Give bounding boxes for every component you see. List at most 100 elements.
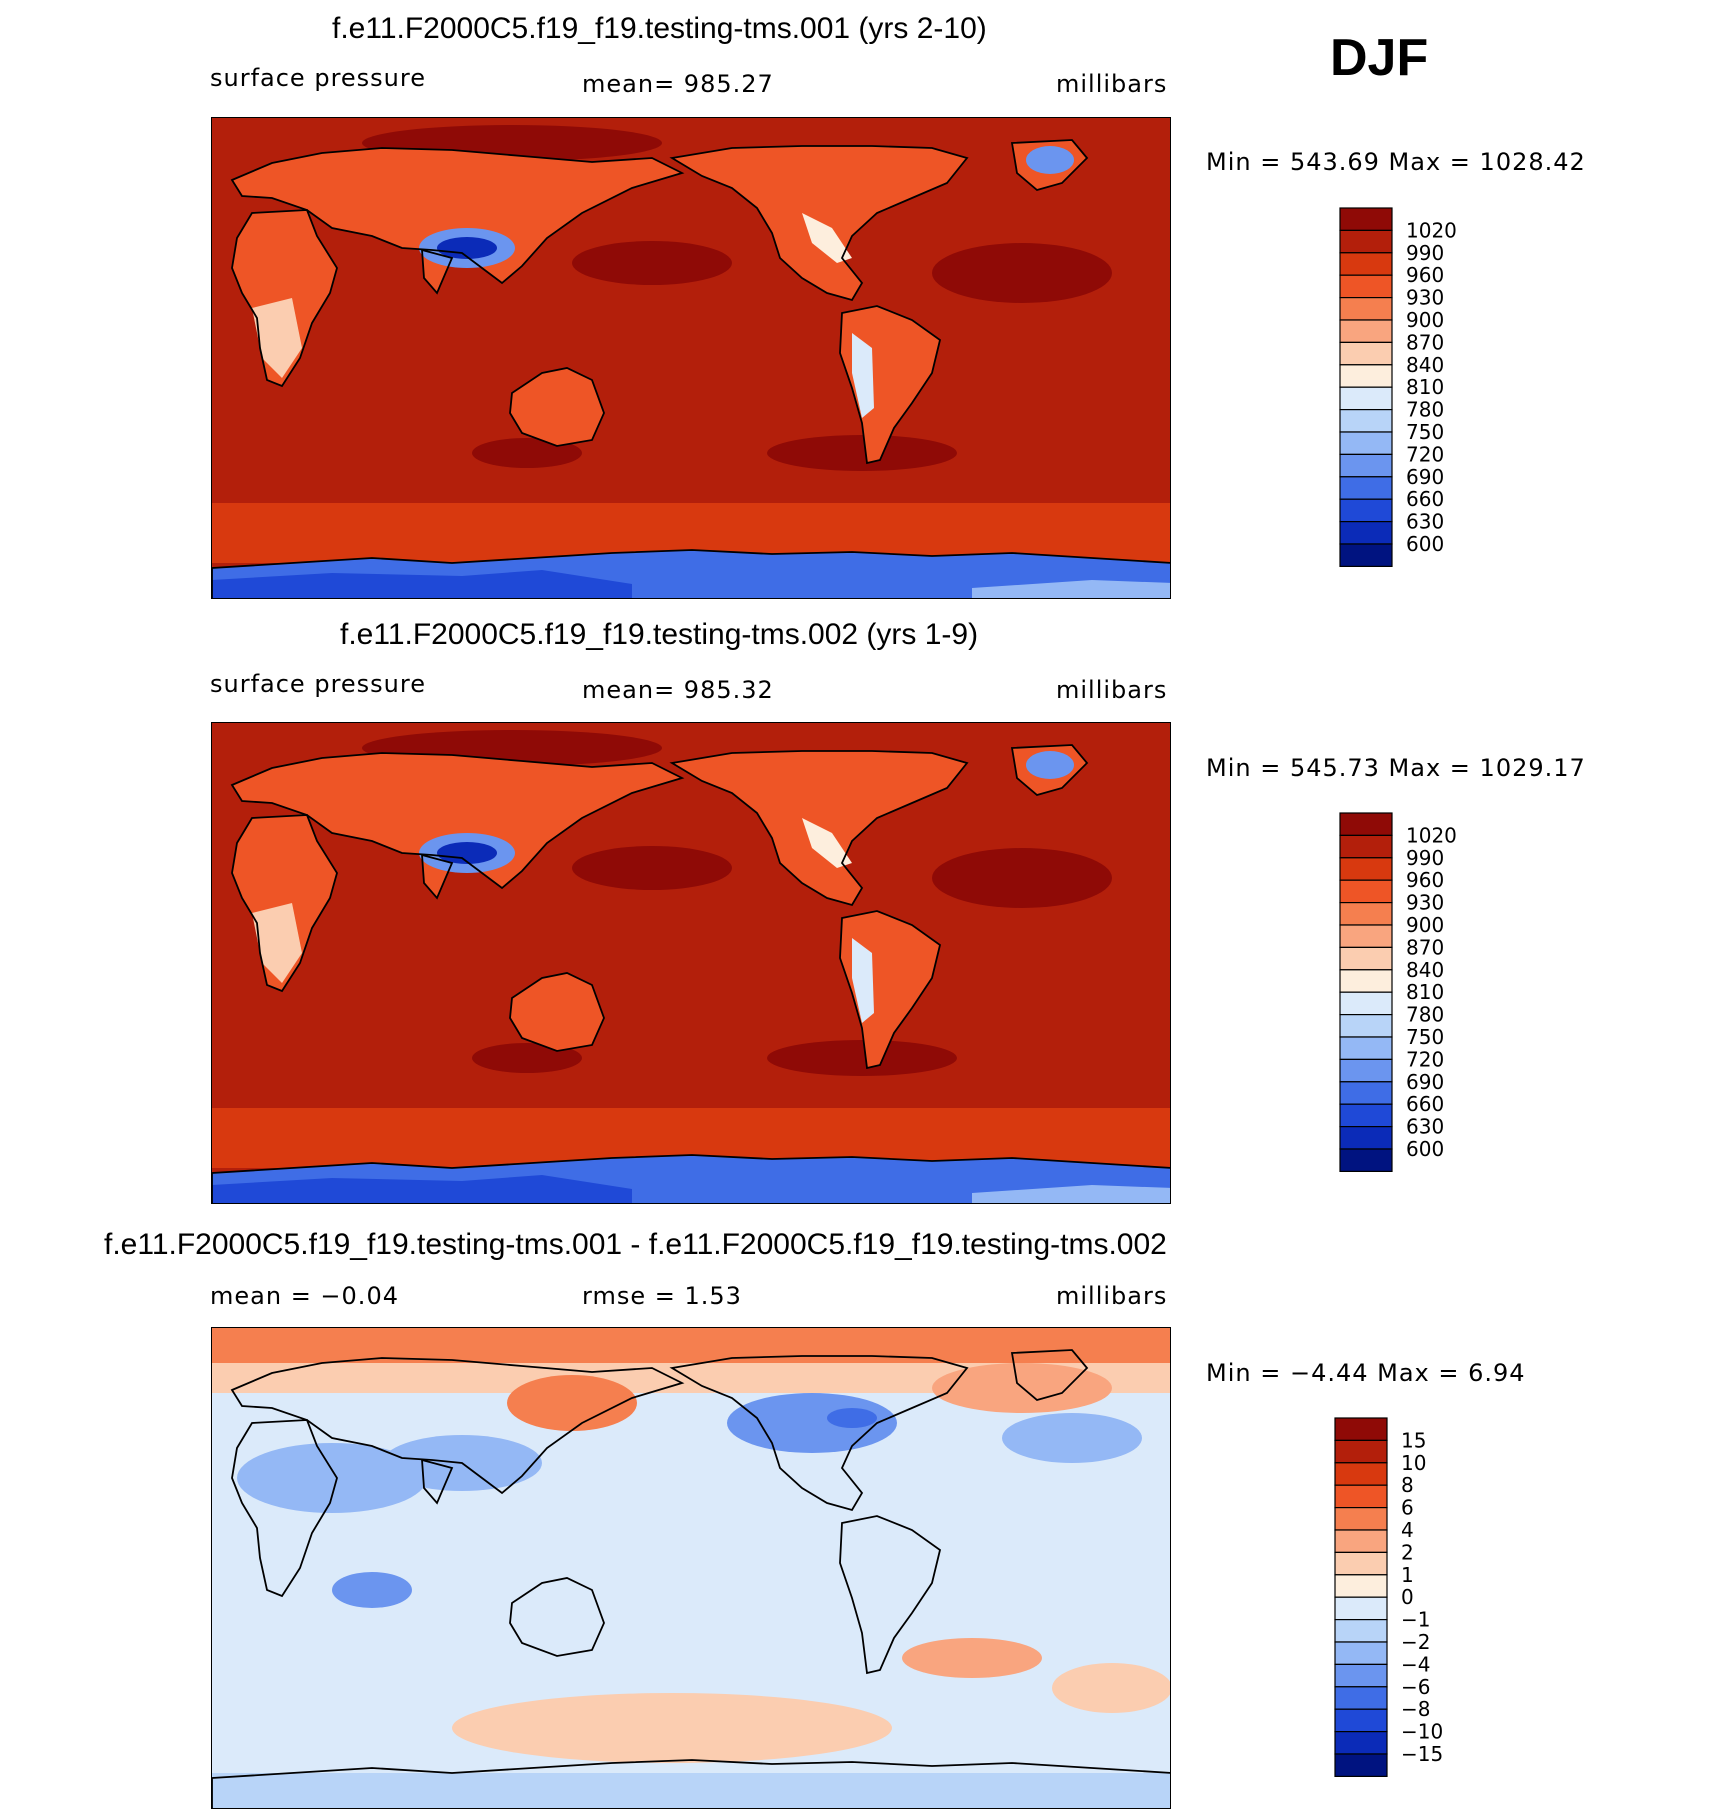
colorbar-tick-label: 4	[1401, 1518, 1414, 1542]
colorbar-tick-label: 990	[1406, 846, 1444, 870]
colorbar-tick-label: 660	[1406, 487, 1444, 511]
colorbar-swatch	[1339, 1103, 1393, 1128]
colorbar-swatch	[1339, 364, 1393, 388]
panel-3-mean-label: mean = −0.04	[210, 1282, 399, 1310]
colorbar-tick-label: 960	[1406, 263, 1444, 287]
colorbar-swatch	[1339, 319, 1393, 343]
panel-2-units-label: millibars	[1056, 676, 1168, 704]
colorbar-tick-label: 630	[1406, 1115, 1444, 1139]
panel-1-map	[211, 117, 1171, 599]
colorbar-swatch	[1339, 274, 1393, 299]
colorbar-tick-label: 900	[1406, 913, 1444, 937]
colorbar-swatch	[1339, 857, 1393, 881]
panel-3-rmse-label: rmse = 1.53	[582, 1282, 742, 1310]
panel-1-variable-label: surface pressure	[210, 64, 426, 92]
colorbar-swatch	[1339, 341, 1393, 366]
colorbar-tick-label: 960	[1406, 868, 1444, 892]
colorbar-tick-label: 10	[1401, 1451, 1426, 1475]
colorbar-tick-label: 780	[1406, 398, 1444, 422]
panel-2-colorbar: 1020 990 960 930 900 870 840 810 780 750 720 690 660…	[1339, 812, 1480, 1193]
colorbar-tick-label: 630	[1406, 510, 1444, 534]
panel-2-mean-label: mean= 985.32	[582, 676, 774, 704]
colorbar-swatch	[1339, 991, 1393, 1016]
colorbar-swatch	[1339, 252, 1393, 276]
colorbar-tick-label: 2	[1401, 1540, 1414, 1564]
panel-1-title: f.e11.F2000C5.f19_f19.testing-tms.001 (y…	[332, 12, 987, 45]
colorbar-swatch	[1339, 1126, 1393, 1150]
colorbar-tick-label: 8	[1401, 1473, 1414, 1497]
colorbar-tick-label: 810	[1406, 980, 1444, 1004]
colorbar-swatch	[1339, 521, 1393, 545]
colorbar-tick-label: 1	[1401, 1563, 1414, 1587]
colorbar-tick-label: 750	[1406, 420, 1444, 444]
colorbar-tick-label: 6	[1401, 1496, 1414, 1520]
panel-2-minmax: Min = 545.73 Max = 1029.17	[1206, 754, 1586, 782]
colorbar-swatch	[1334, 1731, 1388, 1755]
colorbar-tick-label: −15	[1401, 1742, 1443, 1766]
colorbar-swatch	[1339, 879, 1393, 904]
colorbar-swatch	[1339, 946, 1393, 971]
colorbar-swatch	[1339, 476, 1393, 500]
colorbar-swatch	[1339, 1058, 1393, 1083]
colorbar-swatch	[1334, 1686, 1388, 1710]
colorbar-tick-label: 720	[1406, 442, 1444, 466]
colorbar-swatch	[1339, 969, 1393, 993]
panel-1-mean-label: mean= 985.27	[582, 70, 774, 98]
colorbar-swatch	[1339, 1081, 1393, 1105]
panel-3-map	[211, 1327, 1171, 1809]
colorbar-swatch	[1339, 812, 1393, 836]
panel-2-title: f.e11.F2000C5.f19_f19.testing-tms.002 (y…	[340, 618, 979, 651]
colorbar-swatch	[1339, 431, 1393, 455]
colorbar-swatch	[1334, 1753, 1388, 1777]
colorbar-swatch	[1334, 1551, 1388, 1576]
colorbar-swatch	[1334, 1596, 1388, 1621]
colorbar-tick-label: 15	[1401, 1428, 1426, 1452]
panel-3-colorbar: 15 10 8 6 4 2 1 0 −1 −2 −4 −6 −8 −10 −15	[1334, 1417, 1475, 1798]
colorbar-swatch	[1334, 1529, 1388, 1553]
colorbar-tick-label: 750	[1406, 1025, 1444, 1049]
colorbar-tick-label: −2	[1401, 1630, 1430, 1654]
panel-1-units-label: millibars	[1056, 70, 1168, 98]
colorbar-tick-label: 840	[1406, 958, 1444, 982]
colorbar-swatch	[1334, 1619, 1388, 1643]
colorbar-tick-label: 660	[1406, 1092, 1444, 1116]
colorbar-tick-label: 600	[1406, 532, 1444, 556]
colorbar-tick-label: 690	[1406, 465, 1444, 489]
colorbar-tick-label: 720	[1406, 1047, 1444, 1071]
panel-2-map	[211, 722, 1171, 1204]
colorbar-tick-label: 900	[1406, 308, 1444, 332]
colorbar-tick-label: 600	[1406, 1137, 1444, 1161]
colorbar-tick-label: 870	[1406, 935, 1444, 959]
colorbar-tick-label: 930	[1406, 891, 1444, 915]
panel-1-minmax: Min = 543.69 Max = 1028.42	[1206, 148, 1586, 176]
colorbar-swatch	[1339, 453, 1393, 478]
colorbar-swatch	[1334, 1708, 1388, 1733]
colorbar-swatch	[1334, 1574, 1388, 1598]
season-label: DJF	[1330, 29, 1429, 87]
colorbar-swatch	[1339, 386, 1393, 411]
colorbar-swatch	[1334, 1439, 1388, 1464]
panel-1-colorbar: 1020 990 960 930 900 870 840 810 780 750 720 690 660…	[1339, 207, 1480, 588]
colorbar-tick-label: −10	[1401, 1720, 1443, 1744]
colorbar-swatch	[1339, 543, 1393, 567]
colorbar-tick-label: 990	[1406, 241, 1444, 265]
colorbar-swatch	[1339, 901, 1393, 926]
colorbar-swatch	[1339, 409, 1393, 433]
colorbar-tick-label: 870	[1406, 330, 1444, 354]
panel-2-variable-label: surface pressure	[210, 670, 426, 698]
colorbar-tick-label: 840	[1406, 353, 1444, 377]
colorbar-tick-label: 780	[1406, 1003, 1444, 1027]
panel-3-minmax: Min = −4.44 Max = 6.94	[1206, 1359, 1526, 1387]
colorbar-tick-label: −4	[1401, 1652, 1430, 1676]
colorbar-swatch	[1334, 1641, 1388, 1665]
colorbar-swatch	[1334, 1417, 1388, 1441]
colorbar-tick-label: 1020	[1406, 218, 1457, 242]
colorbar-swatch	[1339, 834, 1393, 859]
colorbar-tick-label: 810	[1406, 375, 1444, 399]
colorbar-swatch	[1339, 207, 1393, 231]
colorbar-tick-label: 1020	[1406, 823, 1457, 847]
colorbar-swatch	[1334, 1506, 1388, 1531]
panel-3-title: f.e11.F2000C5.f19_f19.testing-tms.001 - …	[104, 1228, 1167, 1261]
colorbar-swatch	[1339, 296, 1393, 321]
colorbar-swatch	[1339, 1014, 1393, 1038]
